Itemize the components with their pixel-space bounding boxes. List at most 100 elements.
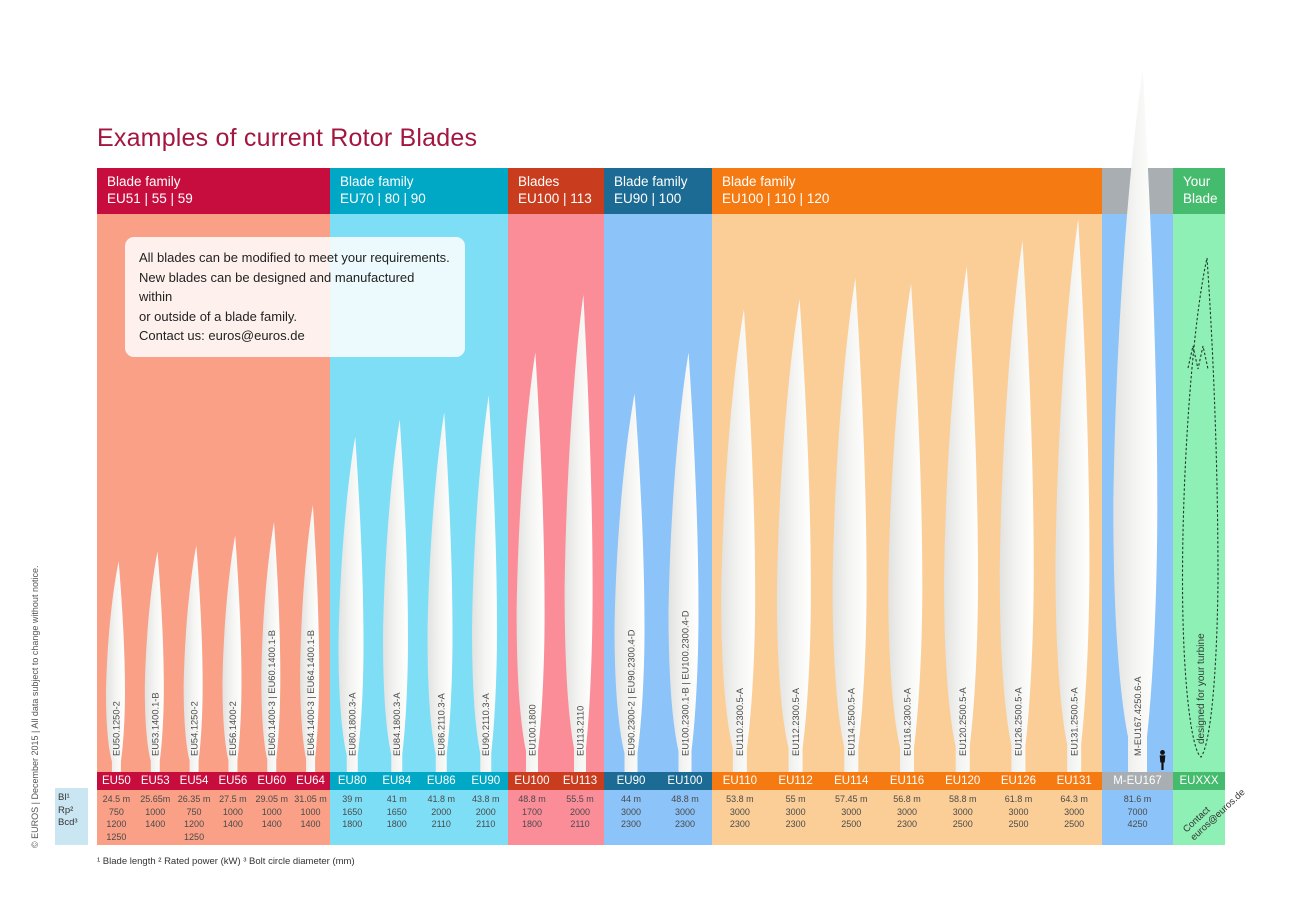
table-column-header: EU80 xyxy=(337,775,367,787)
family-band-label: EU90 | 100 xyxy=(614,191,682,206)
table-cell-EU53: 25.65m 1000 1400 xyxy=(136,790,175,845)
table-value: 1000 xyxy=(222,806,243,817)
table-column-header: M-EU167 xyxy=(1113,775,1162,787)
table-column-header: EU54 xyxy=(179,775,209,787)
table-value: 58.8 m xyxy=(948,794,977,804)
table-column-header: EU86 xyxy=(426,775,456,787)
table-value: 48.8 m xyxy=(518,794,546,804)
table-value: 2500 xyxy=(841,819,862,829)
table-value: 2500 xyxy=(1008,819,1029,829)
table-value: 2300 xyxy=(729,819,750,829)
table-value: 1650 xyxy=(342,806,363,817)
table-cell-EU131: 64.3 m 3000 2500 xyxy=(1046,790,1102,845)
copyright-note: © EUROS | December 2015 | All data subje… xyxy=(30,565,40,848)
table-column-header: EU120 xyxy=(945,775,981,787)
table-value: 48.8 m xyxy=(671,794,699,804)
table-cell-EU64: 31.05 m 1000 1400 xyxy=(291,790,330,845)
table-cell-EU120: 58.8 m 3000 2500 xyxy=(935,790,991,845)
table-value: 3000 xyxy=(620,806,642,817)
table-header-eu70-80-90: EU80 EU84 EU86 EU90 xyxy=(330,772,508,790)
table-header-eu51-55-59: EU50 EU53 EU54 EU56 EU60 EU64 xyxy=(97,772,330,790)
table-value: 64.3 m xyxy=(1060,794,1088,804)
table-value: 7000 xyxy=(1127,806,1148,817)
table-cell-EU112: 55 m 3000 2300 xyxy=(768,790,824,845)
table-header-your-blade: EUXXX xyxy=(1173,772,1225,790)
info-box-line: New blades can be designed and manufactu… xyxy=(139,269,415,305)
table-value: 61.8 m xyxy=(1004,794,1033,804)
table-column-header: EU110 xyxy=(722,775,758,787)
table-value: 3000 xyxy=(1008,806,1029,817)
table-column-header: EU60 xyxy=(257,775,287,787)
footnote: ¹ Blade length ² Rated power (kW) ³ Bolt… xyxy=(97,856,355,867)
table-data-m-eu167: 81.6 m 7000 4250 xyxy=(1102,790,1173,845)
table-column-header: EU100 xyxy=(667,775,703,787)
table-value: 1400 xyxy=(222,819,243,829)
table-value: 27.5 m xyxy=(219,794,247,804)
table-value: 24.5 m xyxy=(102,794,131,804)
table-value: 3000 xyxy=(785,806,806,817)
table-cell-EU126: 61.8 m 3000 2500 xyxy=(991,790,1047,845)
table-value: 3000 xyxy=(841,806,862,817)
table-value: 56.8 m xyxy=(893,794,921,804)
table-cell-EU50: 24.5 m 750 1200 1250 xyxy=(97,790,136,845)
table-data-eu90-100: 44 m 3000 2300 48.8 m 3000 2300 xyxy=(604,790,712,845)
table-value: 53.8 m xyxy=(726,794,754,804)
table-column-header: EU84 xyxy=(382,775,412,787)
table-value: 57.45 m xyxy=(835,794,868,804)
table-value: 3000 xyxy=(729,806,750,817)
table-value: 2000 xyxy=(431,806,452,817)
family-band-eu70-80-90: Blade family EU70 | 80 | 90 xyxy=(330,168,508,214)
table-header-eu90-100: EU90 EU100 xyxy=(604,772,712,790)
table-value: 1250 xyxy=(106,831,127,842)
table-cell-EU90: 44 m 3000 2300 xyxy=(604,790,658,845)
table-value: 2110 xyxy=(570,819,590,829)
table-cell-EU114: 57.45 m 3000 2500 xyxy=(823,790,879,845)
table-cell-EU56: 27.5 m 1000 1400 xyxy=(213,790,252,845)
table-value: 1400 xyxy=(261,819,282,829)
family-column-your-blade xyxy=(1173,214,1225,845)
table-column-header: EU90 xyxy=(616,775,646,787)
table-cell-EU116: 56.8 m 3000 2300 xyxy=(879,790,935,845)
table-value: 3000 xyxy=(952,806,973,817)
table-value: 1700 xyxy=(521,806,543,817)
family-band-eu100-113: Blades EU100 | 113 xyxy=(508,168,604,214)
family-band-eu90-100: Blade family EU90 | 100 xyxy=(604,168,712,214)
table-value: 39 m xyxy=(342,794,363,804)
table-data-eu51-55-59: 24.5 m 750 1200 1250 25.65m 1000 1400 26.35 m 75… xyxy=(97,790,330,845)
table-value: 750 xyxy=(108,806,124,817)
table-header-eu100-113: EU100 EU113 xyxy=(508,772,604,790)
family-band-label: EU70 | 80 | 90 xyxy=(340,191,426,206)
table-data-eu100-113: 48.8 m 1700 1800 55.5 m 2000 2110 xyxy=(508,790,604,845)
table-value: 1200 xyxy=(184,819,205,829)
family-band-eu100-110-120: Blade family EU100 | 110 | 120 xyxy=(712,168,1102,214)
table-value: 1200 xyxy=(106,819,127,829)
table-data-eu70-80-90: 39 m 1650 1800 41 m 1650 1800 41.8 m 2000 2110 43… xyxy=(330,790,508,845)
table-value: 1000 xyxy=(300,806,321,817)
family-column-eu100-110-120 xyxy=(712,214,1102,845)
family-band-label: Blade family xyxy=(107,174,181,189)
table-value: 1800 xyxy=(386,819,407,829)
table-value: 1400 xyxy=(145,819,166,829)
table-column-header: EU50 xyxy=(102,775,131,787)
table-column-header: EU126 xyxy=(1000,775,1037,787)
table-value: 2300 xyxy=(897,819,918,829)
table-value: 2300 xyxy=(785,819,806,829)
table-value: 3000 xyxy=(674,806,696,817)
page-title: Examples of current Rotor Blades xyxy=(97,124,478,152)
table-column-header: EU112 xyxy=(778,775,813,787)
table-value: 2500 xyxy=(1064,819,1085,829)
table-column-header: EU116 xyxy=(889,775,925,787)
row-label-rated-power: Rp² xyxy=(58,804,74,816)
table-cell-EU100: 48.8 m 1700 1800 xyxy=(508,790,556,845)
table-value: 43.8 m xyxy=(471,794,500,804)
family-band-label: Blade family xyxy=(340,174,414,189)
table-value: 25.65m xyxy=(140,794,171,804)
table-value: 4250 xyxy=(1127,819,1148,829)
table-value: 2300 xyxy=(674,819,696,829)
table-value: 3000 xyxy=(1064,806,1085,817)
table-value: 2000 xyxy=(475,806,496,817)
table-value: 2000 xyxy=(569,806,591,817)
table-value: 1800 xyxy=(521,819,543,829)
table-value: 55 m xyxy=(785,794,806,804)
table-value: 1800 xyxy=(342,819,363,829)
